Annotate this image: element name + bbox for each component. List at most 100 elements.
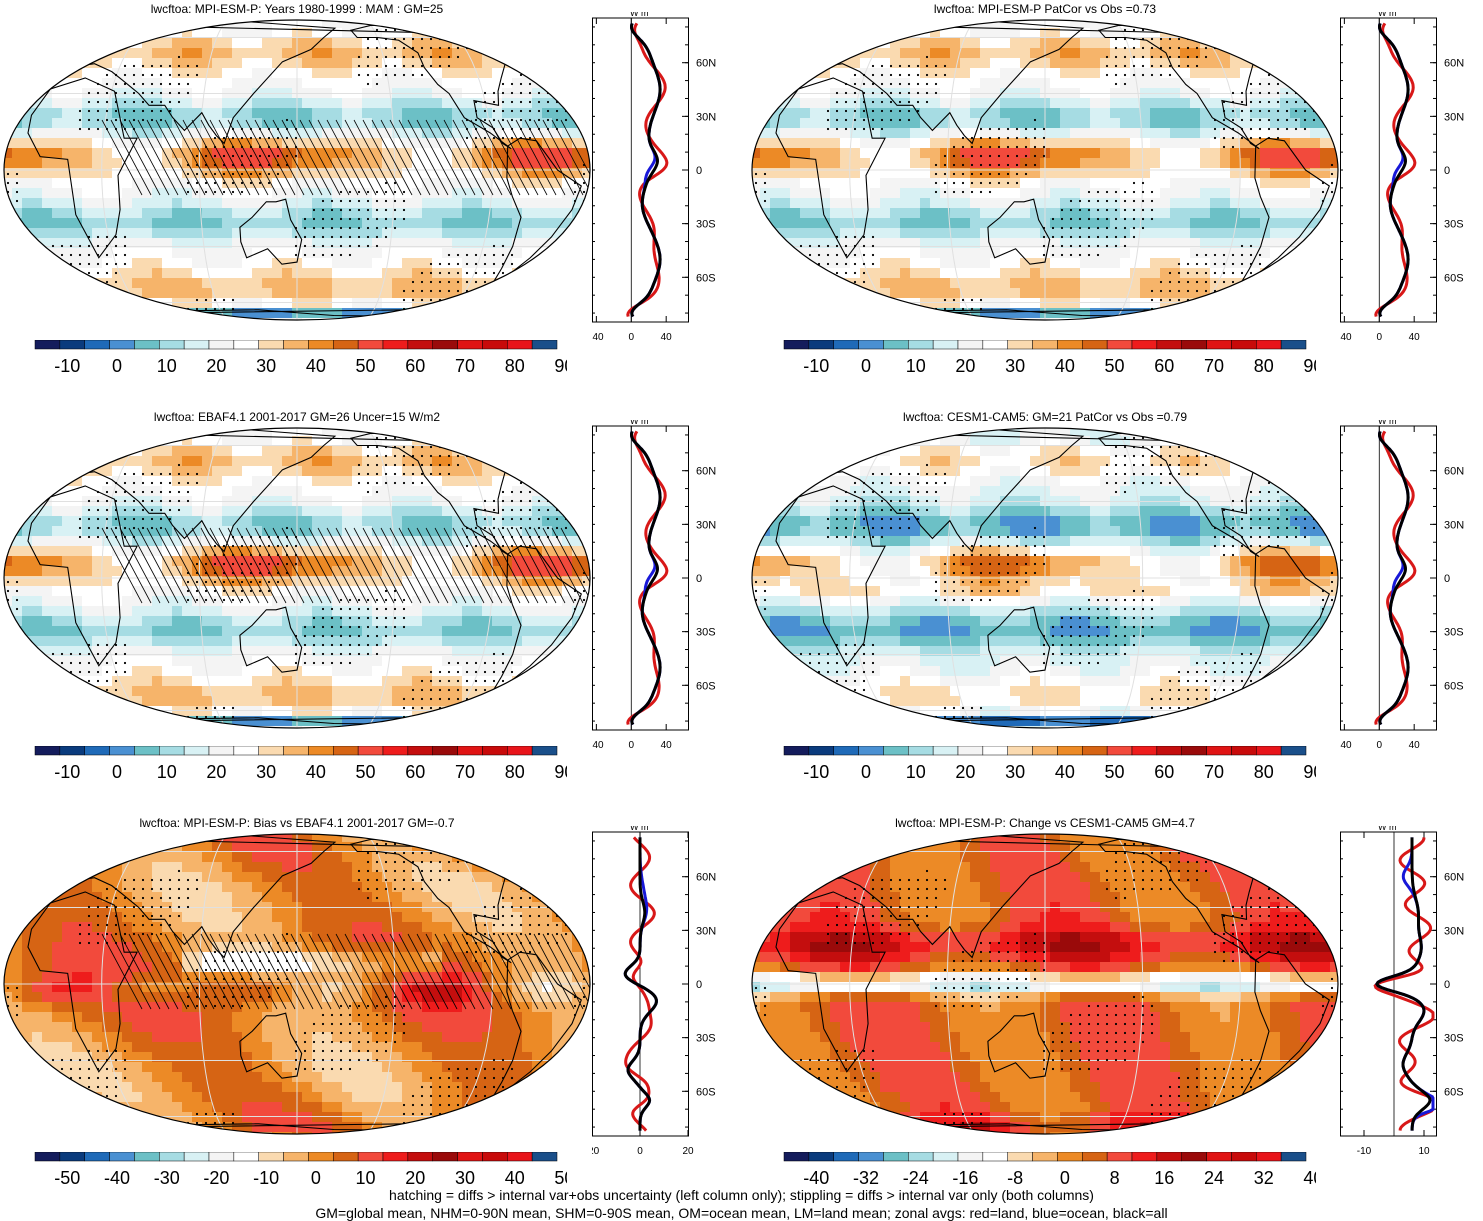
colorbar-tick-label: 90 [554, 762, 567, 782]
colorbar-tick-label: 10 [157, 762, 177, 782]
colorbar-box [1181, 746, 1207, 756]
colorbar-box [233, 1152, 259, 1162]
latitude-label: 30N [1444, 925, 1464, 937]
colorbar-box [833, 746, 859, 756]
colorbar-tick-label: 40 [1055, 356, 1075, 376]
colorbar-box [1280, 1152, 1307, 1162]
colorbar-box [808, 746, 834, 756]
colorbar-tick-label: 70 [1204, 356, 1224, 376]
colorbar-box [783, 746, 810, 756]
zonal-mean-land-line [626, 430, 669, 725]
colorbar-box [357, 746, 384, 756]
colorbar-box [1007, 1152, 1033, 1162]
colorbar-box [1156, 746, 1182, 756]
colorbar-tick-label: 50 [1105, 762, 1125, 782]
latitude-label: 30N [1444, 519, 1464, 531]
colorbar-tick-label: -10 [54, 762, 80, 782]
latitude-label: 0 [1444, 165, 1450, 177]
colorbar-box [84, 1152, 110, 1162]
colorbar-box [531, 1152, 558, 1162]
colorbar-box [407, 340, 433, 350]
field-shading [4, 20, 590, 320]
profile-tick-label: 20 [682, 1146, 694, 1157]
colorbar-tick-label: 30 [455, 1168, 475, 1188]
zonal-mean-all-line [1375, 837, 1432, 1131]
colorbar-tick-label: 40 [306, 762, 326, 782]
colorbar-tick-label: -24 [903, 1168, 929, 1188]
colorbar-box [34, 746, 61, 756]
world-map [751, 833, 1339, 1135]
colorbar-box [858, 340, 884, 350]
colorbar-box [883, 1152, 909, 1162]
latitude-label: 0 [696, 979, 702, 991]
colorbar-box [233, 746, 259, 756]
colorbar-box [1231, 746, 1257, 756]
colorbar-box [858, 746, 884, 756]
colorbar-box [1206, 746, 1232, 756]
colorbar-tick-label: 20 [206, 356, 226, 376]
colorbar-box [233, 340, 259, 350]
latitude-label: 30S [1444, 1033, 1464, 1045]
colorbar-box [1032, 1152, 1058, 1162]
colorbar-box [59, 746, 85, 756]
colorbar-box [258, 340, 284, 350]
colorbar-tick-label: -10 [54, 356, 80, 376]
colorbar-tick-label: 0 [311, 1168, 321, 1188]
colorbar-box [457, 1152, 483, 1162]
colorbar-tick-label: 60 [1154, 762, 1174, 782]
latitude-label: 30N [696, 111, 716, 123]
colorbar-box [308, 340, 334, 350]
colorbar-box [1106, 1152, 1133, 1162]
footer-line-1: hatching = diffs > internal var+obs unce… [389, 1187, 1094, 1203]
colorbar-box [1131, 340, 1158, 350]
colorbar-tick-label: 0 [861, 762, 871, 782]
zonal-profile: W m-260N30N030S60S-20020 [592, 826, 716, 1157]
colorbar-box [432, 1152, 458, 1162]
map-title: lwcftoa: MPI-ESM-P PatCor vs Obs =0.73 [933, 2, 1157, 16]
latitude-label: 60S [1444, 1086, 1464, 1098]
latitude-label: 30S [1444, 219, 1464, 231]
colorbar-box [932, 340, 959, 350]
colorbar-tick-label: -30 [154, 1168, 180, 1188]
colorbar-box [1082, 340, 1108, 350]
zonal-profile: W m -2 60N 30N 0 30S 60S -40 0 40 [592, 12, 716, 343]
colorbar-tick-label: -50 [54, 1168, 80, 1188]
colorbar-box [982, 746, 1008, 756]
latitude-label: 30N [1444, 111, 1464, 123]
colorbar-box [957, 746, 984, 756]
colorbar-box [908, 340, 934, 350]
colorbar-box [531, 340, 558, 350]
latitude-label: 60S [696, 680, 716, 692]
colorbar-tick-label: 0 [861, 356, 871, 376]
colorbar-box [1032, 340, 1058, 350]
colorbar-box [783, 340, 810, 350]
colorbar-box [482, 340, 508, 350]
colorbar-box [34, 1152, 61, 1162]
colorbar-box [1156, 340, 1182, 350]
latitude-label: 0 [1444, 979, 1450, 991]
latitude-label: 60N [696, 58, 716, 70]
colorbar-box [183, 1152, 210, 1162]
colorbar-tick-label: 30 [256, 356, 276, 376]
colorbar-tick-label: 24 [1204, 1168, 1224, 1188]
colorbar-box [908, 1152, 934, 1162]
profile-tick-label: 10 [1418, 1146, 1430, 1157]
field-shading [752, 20, 1338, 320]
colorbar-box [1181, 340, 1207, 350]
colorbar-box [357, 340, 384, 350]
colorbar-tick-label: 60 [1154, 356, 1174, 376]
colorbar: -10 0 10 20 30 40 50 60 70 80 90 [783, 746, 1316, 782]
colorbar-box [507, 1152, 533, 1162]
field-shading [752, 428, 1338, 728]
profile-tick-label: 40 [661, 332, 673, 343]
colorbar-tick-label: 20 [955, 356, 975, 376]
colorbar-tick-label: 50 [356, 762, 376, 782]
colorbar-tick-label: 70 [455, 762, 475, 782]
colorbar-box [333, 340, 359, 350]
colorbar-tick-label: 0 [112, 762, 122, 782]
colorbar-box [1057, 340, 1083, 350]
map-title: lwcftoa: MPI-ESM-P: Years 1980-1999 : MA… [150, 2, 444, 16]
colorbar-tick-label: 10 [157, 356, 177, 376]
latitude-label: 60N [1444, 872, 1464, 884]
